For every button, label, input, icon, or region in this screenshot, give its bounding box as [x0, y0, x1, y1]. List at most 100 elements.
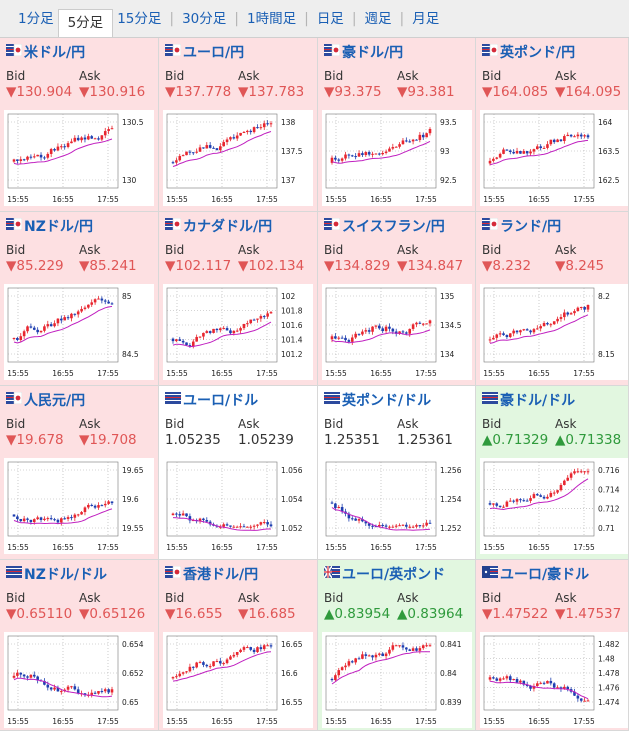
- currency-pair-card[interactable]: ユーロ/豪ドル Bid Ask ▼1.47522 ▼1.47537 15:55 16:55 1…: [476, 560, 629, 731]
- candlestick-chart[interactable]: 15:55 16:55 17:55 130.5 130: [4, 110, 154, 206]
- tab-5[interactable]: 日足: [316, 10, 344, 27]
- bid-label: Bid: [324, 69, 344, 83]
- candle-body: [405, 332, 408, 334]
- flag-icon: [482, 218, 500, 234]
- candlestick-chart[interactable]: 15:55 16:55 17:55 19.65 19.6 19.55: [4, 458, 154, 554]
- tab-0[interactable]: 1分足: [18, 10, 54, 27]
- candlestick-chart[interactable]: 15:55 16:55 17:55 0.654 0.652 0.65: [4, 632, 154, 728]
- currency-pair-card[interactable]: ユーロ/英ポンド Bid Ask ▲0.83954 ▲0.83964 15:55 16:55…: [318, 560, 476, 731]
- currency-pair-card[interactable]: ユーロ/ドル Bid Ask 1.05235 1.05239 15:55 16:55 17:5…: [159, 386, 318, 560]
- pair-title-link[interactable]: ユーロ/円: [165, 43, 244, 61]
- currency-pair-card[interactable]: 人民元/円 Bid Ask ▼19.678 ▼19.708 15:55 16:55 17:55…: [0, 386, 159, 560]
- pair-name[interactable]: ランド/円: [500, 219, 562, 235]
- pair-title-link[interactable]: ユーロ/ドル: [165, 391, 258, 409]
- pair-name[interactable]: NZドル/円: [24, 219, 93, 235]
- candlestick-chart[interactable]: 15:55 16:55 17:55 1.256 1.254 1.252: [322, 458, 472, 554]
- pair-title-link[interactable]: カナダドル/円: [165, 217, 272, 235]
- currency-pair-card[interactable]: 豪ドル/円 Bid Ask ▼93.375 ▼93.381 15:55 16:55 17:55…: [318, 38, 476, 212]
- candle-body: [492, 503, 495, 505]
- candle-body: [361, 153, 364, 156]
- pair-name[interactable]: ユーロ/円: [183, 45, 245, 61]
- tab-4[interactable]: 1時間足: [247, 10, 297, 27]
- pair-name[interactable]: ユーロ/豪ドル: [500, 567, 590, 583]
- candle-body: [515, 330, 519, 333]
- candle-body: [364, 330, 368, 332]
- candlestick-chart[interactable]: 15:55 16:55 17:55 0.716 0.714 0.712 0.71: [480, 458, 629, 554]
- candlestick-chart[interactable]: 15:55 16:55 17:55 8.2 8.15: [480, 284, 629, 380]
- tab-2[interactable]: 15分足: [117, 10, 162, 27]
- pair-title-link[interactable]: スイスフラン/円: [324, 217, 445, 235]
- candlestick-chart[interactable]: 15:55 16:55 17:55 16.65 16.6 16.55: [163, 632, 313, 728]
- currency-pair-card[interactable]: ランド/円 Bid Ask ▼8.232 ▼8.245 15:55 16:55 17:55 8.…: [476, 212, 629, 386]
- pair-name[interactable]: NZドル/ドル: [24, 567, 107, 583]
- candle-body: [398, 331, 401, 334]
- currency-pair-card[interactable]: カナダドル/円 Bid Ask ▼102.117 ▼102.134 15:55 16:55 1…: [159, 212, 318, 386]
- tab-7[interactable]: 月足: [412, 10, 440, 27]
- tab-6[interactable]: 週足: [364, 10, 392, 27]
- pair-name[interactable]: ユーロ/ドル: [183, 393, 259, 409]
- candlestick-chart[interactable]: 15:55 16:55 17:55 93.5 93 92.5: [322, 110, 472, 206]
- candle-body: [344, 337, 347, 341]
- pair-title-link[interactable]: 豪ドル/円: [324, 43, 403, 61]
- pair-name[interactable]: 英ポンド/ドル: [342, 393, 432, 409]
- candle-body: [371, 153, 374, 155]
- candle-body: [340, 506, 344, 512]
- candlestick-chart[interactable]: 15:55 16:55 17:55 0.841 0.84 0.839: [322, 632, 472, 728]
- candlestick-chart[interactable]: 15:55 16:55 17:55 102 101.8 101.6 101.4 101.2: [163, 284, 313, 380]
- pair-title-link[interactable]: 人民元/円: [6, 391, 85, 409]
- moving-average-line: [172, 517, 271, 531]
- candle-body: [340, 667, 344, 671]
- pair-title-link[interactable]: 豪ドル/ドル: [482, 391, 575, 409]
- candlestick-chart[interactable]: 15:55 16:55 17:55 1.482 1.48 1.478 1.476 1.474: [480, 632, 629, 728]
- candle-body: [552, 492, 556, 494]
- currency-pair-card[interactable]: 米ドル/円 Bid Ask ▼130.904 ▼130.916 15:55 16:55 17:…: [0, 38, 159, 212]
- pair-title-link[interactable]: ランド/円: [482, 217, 561, 235]
- candle-body: [330, 502, 334, 504]
- currency-pair-card[interactable]: NZドル/ドル Bid Ask ▼0.65110 ▼0.65126 15:55 16:55 1…: [0, 560, 159, 731]
- currency-pair-card[interactable]: スイスフラン/円 Bid Ask ▼134.829 ▼134.847 15:55 16:55…: [318, 212, 476, 386]
- candle-body: [19, 159, 23, 161]
- bid-value: ▼102.117: [165, 258, 232, 274]
- pair-title-link[interactable]: 英ポンド/ドル: [324, 391, 431, 409]
- candle-body: [401, 140, 405, 145]
- candle-body: [202, 147, 205, 149]
- candle-body: [425, 522, 428, 526]
- currency-pair-card[interactable]: 英ポンド/円 Bid Ask ▼164.085 ▼164.095 15:55 16:55 17…: [476, 38, 629, 212]
- pair-name[interactable]: スイスフラン/円: [342, 219, 445, 235]
- pair-name[interactable]: 香港ドル/円: [183, 567, 259, 583]
- candle-body: [354, 518, 357, 521]
- pair-title-link[interactable]: NZドル/円: [6, 217, 93, 235]
- candlestick-chart[interactable]: 15:55 16:55 17:55 135 134.5 134: [322, 284, 472, 380]
- pair-title-link[interactable]: 香港ドル/円: [165, 565, 258, 583]
- pair-title-link[interactable]: NZドル/ドル: [6, 565, 107, 583]
- candle-body: [242, 647, 246, 650]
- currency-pair-card[interactable]: NZドル/円 Bid Ask ▼85.229 ▼85.241 15:55 16:55 17:5…: [0, 212, 159, 386]
- tab-3[interactable]: 30分足: [182, 10, 227, 27]
- currency-pair-card[interactable]: 英ポンド/ドル Bid Ask 1.25351 1.25361 15:55 16:55 17:…: [318, 386, 476, 560]
- pair-name[interactable]: 豪ドル/円: [342, 45, 404, 61]
- pair-name[interactable]: 人民元/円: [24, 393, 86, 409]
- pair-name[interactable]: ユーロ/英ポンド: [342, 567, 446, 583]
- candle-body: [579, 306, 583, 308]
- flag-icon: [324, 392, 342, 408]
- pair-name[interactable]: 英ポンド/円: [500, 45, 576, 61]
- pair-name[interactable]: 豪ドル/ドル: [500, 393, 576, 409]
- candlestick-chart[interactable]: 15:55 16:55 17:55 164 163.5 162.5: [480, 110, 629, 206]
- pair-name[interactable]: カナダドル/円: [183, 219, 273, 235]
- pair-title-link[interactable]: ユーロ/豪ドル: [482, 565, 589, 583]
- candlestick-chart[interactable]: 15:55 16:55 17:55 1.056 1.054 1.052: [163, 458, 313, 554]
- candle-body: [350, 155, 354, 157]
- candle-body: [573, 691, 576, 696]
- pair-title-link[interactable]: 米ドル/円: [6, 43, 85, 61]
- ask-value: ▲0.71338: [555, 432, 622, 448]
- pair-name[interactable]: 米ドル/円: [24, 45, 86, 61]
- candlestick-chart[interactable]: 15:55 16:55 17:55 138 137.5 137: [163, 110, 313, 206]
- pair-title-link[interactable]: 英ポンド/円: [482, 43, 575, 61]
- currency-pair-card[interactable]: 豪ドル/ドル Bid Ask ▲0.71329 ▲0.71338 15:55 16:55 17…: [476, 386, 629, 560]
- candlestick-chart[interactable]: 15:55 16:55 17:55 85 84.5: [4, 284, 154, 380]
- tab-1[interactable]: 5分足: [57, 8, 114, 37]
- pair-title-link[interactable]: ユーロ/英ポンド: [324, 565, 445, 583]
- candle-body: [505, 335, 509, 338]
- currency-pair-card[interactable]: 香港ドル/円 Bid Ask ▼16.655 ▼16.685 15:55 16:55 17:5…: [159, 560, 318, 731]
- currency-pair-card[interactable]: ユーロ/円 Bid Ask ▼137.778 ▼137.783 15:55 16:55 17:…: [159, 38, 318, 212]
